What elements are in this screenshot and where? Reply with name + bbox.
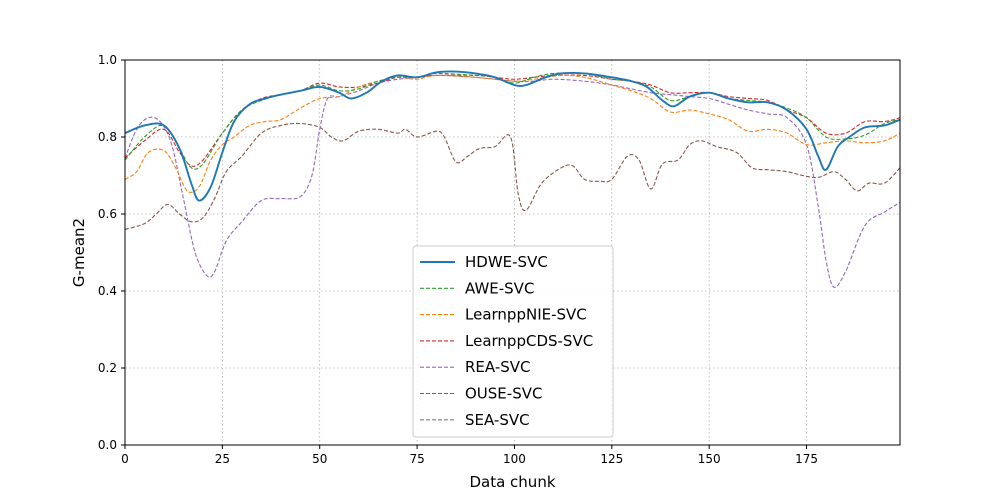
x-tick-label: 175 [795,452,818,466]
y-tick-label: 0.2 [98,361,117,375]
legend-box [412,245,614,438]
legend-label-hdwe-svc: HDWE-SVC [465,253,548,271]
legend-label-sea-svc: SEA-SVC [465,411,530,429]
series-lines [124,70,901,288]
y-tick-label: 0.6 [98,207,117,221]
series-line-learnppnie-svc [124,74,901,193]
y-tick-label: 0.8 [98,130,117,144]
legend-entries: HDWE-SVC AWE-SVC LearnppNIE-SVC LearnppCDS-… [420,253,593,429]
series-line-rea-svc [124,74,901,288]
y-tick-label: 1.0 [98,53,117,67]
x-axis-label: Data chunk [469,473,555,491]
y-tick-label: 0.4 [98,284,117,298]
y-tick-label: 0.0 [98,438,117,452]
legend-label-learnppnie-svc: LearnppNIE-SVC [465,306,587,324]
legend-label-learnppcds-svc: LearnppCDS-SVC [465,332,593,350]
axis-ticks: 0 25 50 75 100 125 150 175 0.0 0.2 0.4 0.6 0.8 1.0 [98,53,818,466]
legend-label-rea-svc: REA-SVC [465,358,531,376]
y-axis-label: G-mean2 [70,218,88,287]
x-tick-label: 125 [600,452,623,466]
series-line-hdwe-svc [124,70,901,202]
x-tick-label: 75 [409,452,424,466]
plot-frame [124,59,901,446]
x-tick-label: 0 [121,452,129,466]
legend-label-awe-svc: AWE-SVC [465,279,534,297]
x-tick-label: 25 [215,452,230,466]
x-tick-label: 150 [698,452,721,466]
legend: HDWE-SVC AWE-SVC LearnppNIE-SVC LearnppCDS-… [412,245,614,438]
x-tick-label: 100 [503,452,526,466]
series-line-ouse-svc [124,122,901,230]
legend-label-ouse-svc: OUSE-SVC [465,385,542,403]
x-tick-label: 50 [312,452,327,466]
